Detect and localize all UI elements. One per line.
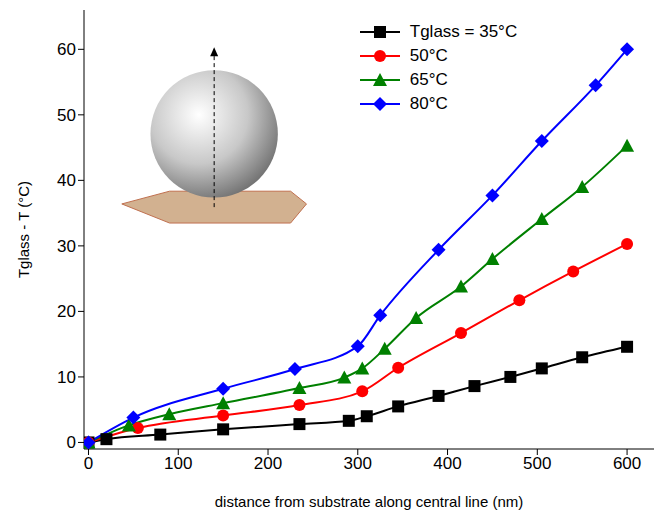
- svg-text:0: 0: [84, 454, 93, 473]
- svg-text:400: 400: [433, 454, 461, 473]
- svg-text:0: 0: [67, 433, 76, 452]
- svg-text:300: 300: [344, 454, 372, 473]
- html-text:Tglass = 35°C: Tglass = 35°C: [409, 22, 518, 41]
- html-text:80°C: 80°C: [409, 94, 448, 113]
- svg-text:distance from substrate along: distance from substrate along central li…: [215, 493, 523, 510]
- svg-text:Tglass - T (°C): Tglass - T (°C): [15, 181, 32, 278]
- svg-text:500: 500: [523, 454, 551, 473]
- svg-text:20: 20: [57, 302, 76, 321]
- html-text:50°C: 50°C: [409, 46, 448, 65]
- svg-text:60: 60: [57, 40, 76, 59]
- svg-text:200: 200: [254, 454, 282, 473]
- svg-text:600: 600: [613, 454, 641, 473]
- html-text:65°C: 65°C: [409, 70, 448, 89]
- svg-text:40: 40: [57, 171, 76, 190]
- svg-text:30: 30: [57, 237, 76, 256]
- svg-text:50: 50: [57, 106, 76, 125]
- svg-text:10: 10: [57, 368, 76, 387]
- svg-text:100: 100: [164, 454, 192, 473]
